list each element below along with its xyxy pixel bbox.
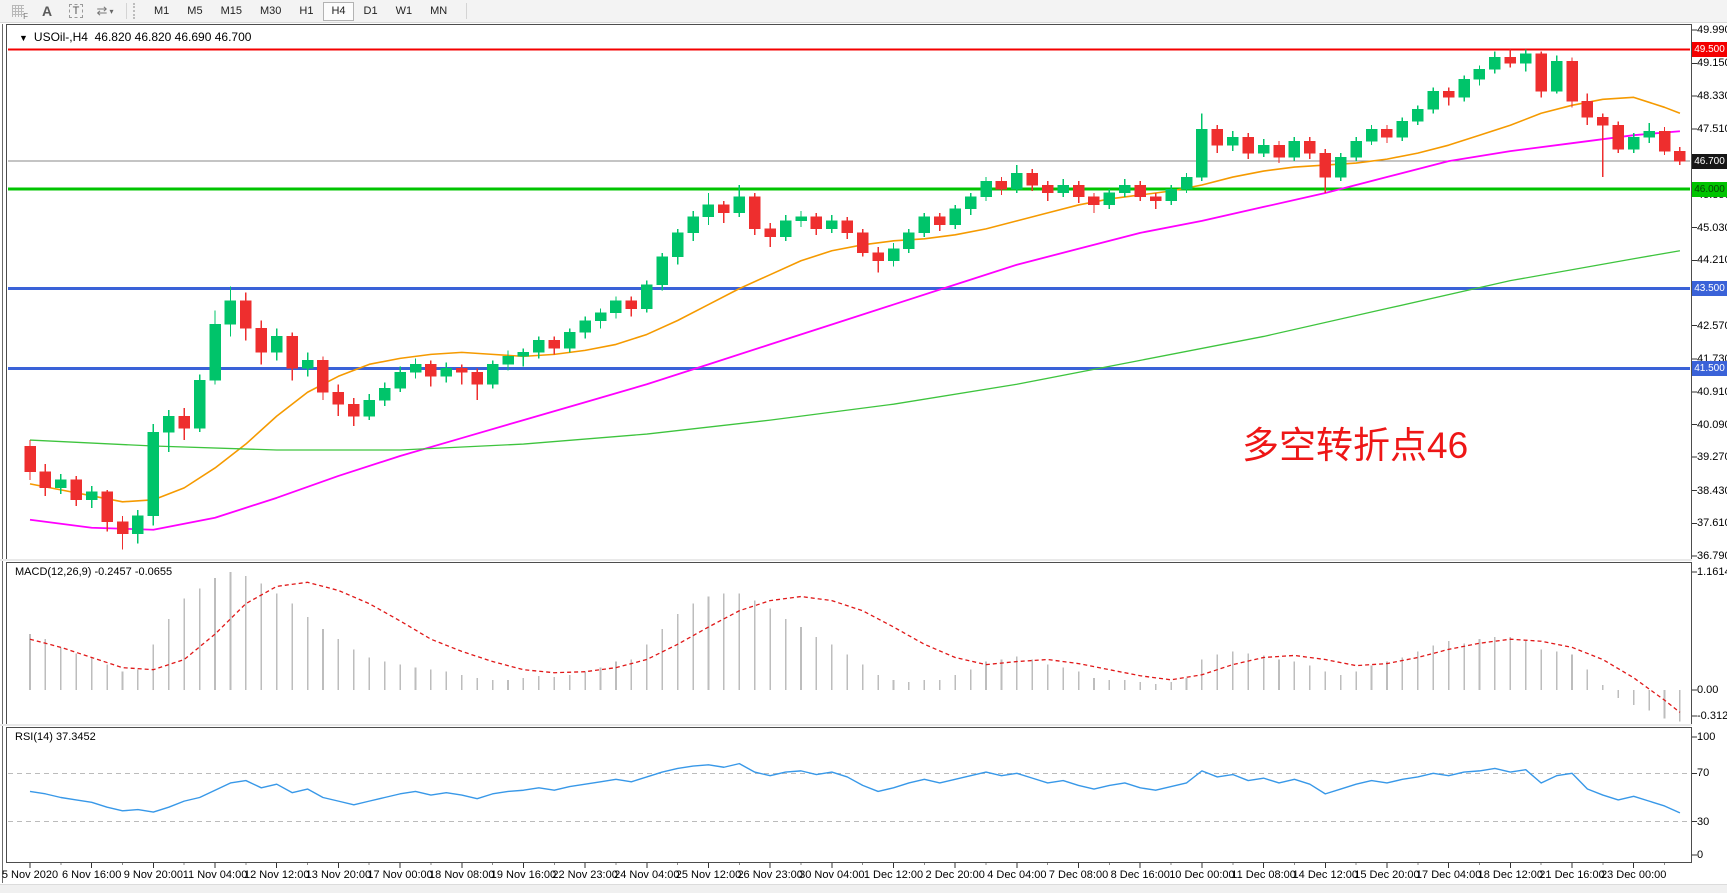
- price-line-badge: 46.000: [1692, 181, 1727, 197]
- time-axis-label: 8 Dec 16:00: [1110, 869, 1170, 881]
- time-axis-label: 18 Nov 08:00: [429, 869, 495, 881]
- toolbar-separator: [466, 3, 468, 19]
- time-axis-label: 21 Dec 16:00: [1539, 869, 1605, 881]
- time-axis-label: 15 Dec 20:00: [1354, 869, 1420, 881]
- price-axis-label: 49.150: [1697, 57, 1727, 70]
- time-axis-label: 23 Dec 00:00: [1600, 869, 1667, 881]
- main-chart-panel[interactable]: ▼ USOil-,H4 46.820 46.820 46.690 46.700: [6, 24, 1692, 560]
- timeframe-button-h1[interactable]: H1: [299, 4, 314, 17]
- time-axis-label: 26 Nov 23:00: [737, 869, 803, 881]
- toolbar: F A T ⇄ ▾ M1 M5 M15 M30 H1 H4 D1 W1 MN: [0, 0, 1727, 23]
- time-axis-label: 13 Nov 20:00: [305, 869, 372, 881]
- price-line-badge: 43.500: [1692, 281, 1727, 297]
- price-axis-label: 42.570: [1697, 319, 1727, 332]
- status-strip: [0, 884, 1727, 893]
- price-axis-label: 37.610: [1697, 517, 1727, 530]
- chart-title: ▼ USOil-,H4 46.820 46.820 46.690 46.700: [19, 30, 251, 44]
- grid-dots-icon: [12, 5, 24, 17]
- time-axis-label: 18 Dec 12:00: [1477, 869, 1544, 881]
- time-axis-label: 25 Nov 12:00: [675, 869, 742, 881]
- time-axis-label: 7 Dec 08:00: [1048, 869, 1109, 881]
- toolbar-grip[interactable]: [133, 3, 139, 19]
- rsi-label: RSI(14) 37.3452: [15, 731, 96, 743]
- rsi-panel[interactable]: RSI(14) 37.3452: [6, 727, 1692, 863]
- timeframe-button-m5[interactable]: M5: [187, 4, 203, 17]
- time-axis-label: 1 Dec 12:00: [863, 869, 924, 881]
- time-axis-label: 14 Dec 12:00: [1292, 869, 1358, 881]
- rsi-axis-label: 0: [1697, 849, 1704, 861]
- price-axis-label: 39.270: [1697, 451, 1727, 464]
- time-axis-label: 17 Nov 00:00: [367, 869, 433, 881]
- time-axis-label: 19 Nov 16:00: [490, 869, 557, 881]
- toolbar-separator: [126, 3, 127, 19]
- time-axis-label: 24 Nov 04:00: [614, 869, 680, 881]
- text-label-icon[interactable]: A: [41, 3, 53, 19]
- time-axis-label: 11 Dec 08:00: [1231, 869, 1296, 881]
- timeframe-button-d1[interactable]: D1: [363, 4, 378, 17]
- text-box-icon[interactable]: T: [65, 2, 87, 20]
- price-axis-label: 45.030: [1697, 221, 1727, 234]
- timeframe-button-w1[interactable]: W1: [395, 4, 413, 17]
- time-axis-label: 22 Nov 23:00: [552, 869, 618, 881]
- time-axis[interactable]: [6, 863, 1692, 883]
- price-line-badge: 41.500: [1692, 360, 1727, 376]
- time-axis-label: 2 Dec 20:00: [925, 869, 985, 881]
- time-axis-label: 4 Dec 04:00: [987, 869, 1047, 881]
- panel-splitter[interactable]: [0, 724, 1727, 726]
- time-axis-label: 5 Nov 2020: [1, 869, 59, 881]
- current-price-badge: 46.700: [1692, 153, 1727, 169]
- price-axis-label: 47.510: [1697, 122, 1727, 135]
- rsi-axis-label: 100: [1697, 731, 1716, 743]
- rsi-axis-label: 70: [1697, 767, 1710, 780]
- timeframe-button-h4[interactable]: H4: [323, 1, 354, 21]
- price-axis-label: 48.330: [1697, 90, 1727, 103]
- ohlc-quote: 46.820 46.820 46.690 46.700: [94, 30, 252, 44]
- chart-dropdown-icon[interactable]: ▼: [19, 33, 28, 43]
- panel-splitter[interactable]: [0, 559, 1727, 561]
- timeframe-button-mn[interactable]: MN: [430, 4, 448, 17]
- symbol-timeframe-label: USOil-,H4: [33, 30, 88, 44]
- time-axis-label: 6 Nov 16:00: [62, 869, 122, 881]
- timeframe-button-m1[interactable]: M1: [154, 4, 170, 17]
- macd-axis-label: -0.3127: [1697, 710, 1727, 722]
- price-axis-label: 49.990: [1697, 24, 1727, 36]
- time-axis-label: 11 Nov 04:00: [182, 869, 248, 881]
- macd-label: MACD(12,26,9) -0.2457 -0.0655: [15, 566, 173, 578]
- chart-shift-icon[interactable]: F: [7, 2, 29, 21]
- price-axis-label: 40.910: [1697, 385, 1727, 398]
- macd-axis-label: 0.00: [1697, 684, 1719, 696]
- timeframe-button-m15[interactable]: M15: [220, 4, 242, 17]
- time-axis-label: 10 Dec 00:00: [1169, 869, 1235, 881]
- dropdown-caret-icon: ▾: [109, 6, 114, 16]
- price-axis-label: 36.790: [1697, 550, 1727, 563]
- rsi-axis-label: 30: [1697, 815, 1710, 828]
- price-axis-label: 44.210: [1697, 254, 1727, 267]
- macd-panel[interactable]: MACD(12,26,9) -0.2457 -0.0655: [6, 562, 1692, 725]
- macd-axis-label: 1.1614: [1697, 566, 1727, 578]
- timeframe-button-m30[interactable]: M30: [259, 4, 282, 17]
- timeframe-bar: M1 M5 M15 M30 H1 H4 D1 W1 MN: [145, 1, 456, 21]
- chart-annotation-text: 多空转折点46: [1242, 425, 1469, 466]
- price-axis-label: 38.430: [1697, 484, 1727, 497]
- chart-shift-letter: F: [23, 12, 28, 21]
- window-left-edge: [2, 24, 3, 883]
- time-axis-label: 17 Dec 04:00: [1415, 869, 1482, 881]
- time-axis-label: 12 Nov 12:00: [244, 869, 310, 881]
- time-axis-label: 9 Nov 20:00: [123, 869, 184, 881]
- price-axis-label: 40.090: [1697, 418, 1727, 431]
- arrange-arrows-icon[interactable]: ⇄ ▾: [96, 3, 114, 18]
- price-line-badge: 49.500: [1692, 42, 1727, 58]
- time-axis-label: 30 Nov 04:00: [799, 869, 865, 881]
